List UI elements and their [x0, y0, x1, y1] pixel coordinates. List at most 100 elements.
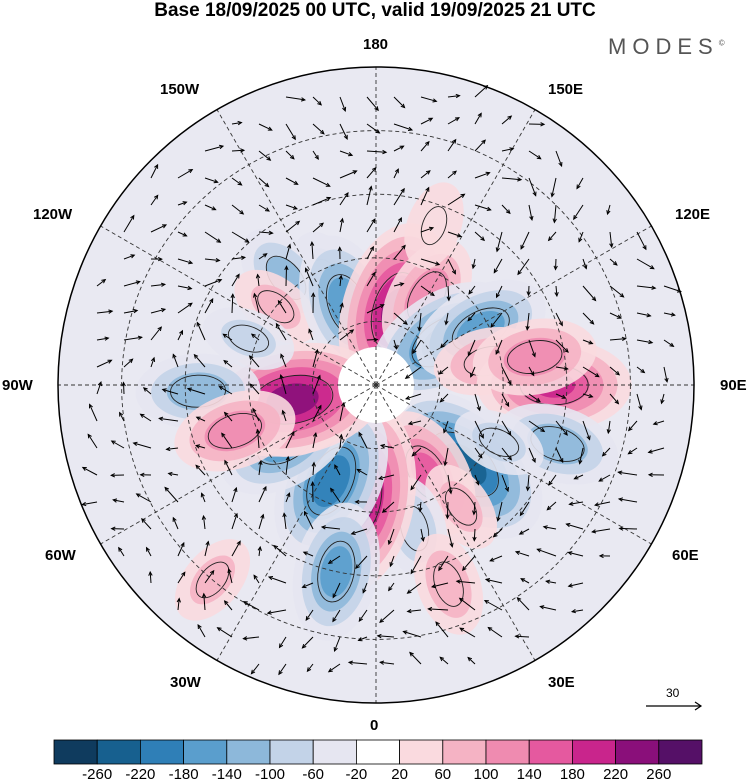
wind-arrow [366, 186, 372, 206]
wind-arrow [204, 298, 214, 314]
wind-arrow [438, 366, 449, 375]
wind-arrowhead [400, 187, 405, 193]
wind-arrow [569, 501, 584, 505]
wind-arrowhead [258, 459, 263, 466]
wind-arrowhead [182, 232, 188, 237]
wind-arrowhead [160, 282, 167, 287]
wind-arrowhead [547, 236, 553, 242]
colorbar-swatch [96, 739, 141, 765]
wind-arrowhead [201, 592, 207, 598]
wind-arrow [607, 204, 611, 215]
wind-vectors [81, 84, 682, 676]
wind-arrowhead [327, 668, 333, 673]
wind-arrow [467, 339, 476, 356]
wind-arrow [366, 339, 378, 341]
wind-arrow [305, 268, 314, 287]
anomaly-layer [135, 182, 632, 641]
wind-arrow [279, 636, 287, 648]
wind-arrow [440, 393, 449, 403]
wind-arrow [582, 258, 587, 269]
wind-arrowhead [223, 359, 229, 365]
wind-arrow [366, 96, 379, 111]
wind-arrow [258, 231, 273, 234]
wind-arrowhead [209, 297, 214, 304]
wind-arrowhead [107, 359, 113, 364]
wind-arrowhead [278, 670, 283, 676]
wind-arrow [484, 600, 503, 611]
wind-arrow [285, 244, 291, 260]
wind-arrowhead [530, 371, 535, 377]
wind-arrowhead [332, 593, 337, 599]
wind-arrow [243, 636, 260, 640]
wind-arrowhead [425, 140, 430, 146]
wind-arrowhead [493, 268, 498, 274]
wind-arrowhead [520, 578, 526, 583]
wind-arrowhead [439, 397, 445, 403]
wind-arrowhead [588, 340, 594, 345]
wind-arrowhead [362, 588, 367, 594]
wind-arrow [177, 231, 187, 237]
wind-arrowhead [301, 643, 307, 649]
wind-arrowhead [358, 617, 364, 623]
wind-arrow [204, 145, 224, 152]
wind-arrowhead [310, 481, 315, 487]
wind-arrow [474, 85, 488, 98]
wind-arrow [420, 170, 431, 179]
wind-arrowhead [236, 540, 241, 546]
wind-arrowhead [205, 540, 210, 546]
wind-arrow [123, 358, 133, 368]
wind-arrowhead [264, 182, 270, 188]
wind-arrow [555, 447, 564, 463]
anomaly-contour [433, 561, 464, 607]
wind-arrowhead [539, 605, 545, 610]
wind-arrowhead [317, 100, 323, 106]
wind-arrowhead [621, 336, 627, 342]
wind-arrow [537, 548, 557, 557]
wind-arrowhead [467, 316, 473, 322]
wind-arrowhead [514, 634, 520, 639]
wind-arrow [411, 447, 422, 457]
wind-arrowhead [670, 312, 676, 317]
wind-arrow [497, 501, 503, 521]
wind-arrowhead [237, 120, 243, 126]
wind-arrow [474, 204, 491, 211]
reference-vector-label: 30 [666, 686, 680, 700]
wind-arrow [231, 487, 237, 503]
wind-arrow [592, 528, 611, 533]
wind-arrowhead [150, 356, 156, 362]
wind-arrow [493, 258, 503, 273]
wind-arrow [285, 177, 298, 185]
wind-arrowhead [237, 181, 243, 186]
wind-arrowhead [598, 477, 604, 482]
wind-arrow [366, 272, 376, 287]
wind-arrow [528, 177, 537, 196]
wind-arrowhead [285, 455, 290, 461]
wind-arrowhead [446, 296, 451, 302]
wind-arrowhead [347, 660, 353, 665]
wind-arrow [582, 312, 594, 325]
wind-arrowhead [338, 274, 343, 280]
wind-arrow [146, 547, 152, 557]
colorbar-tick-label: 60 [434, 766, 452, 783]
wind-arrow [382, 501, 395, 513]
wind-arrow [648, 447, 665, 453]
wind-arrow [257, 274, 260, 287]
wind-arrowhead [591, 296, 597, 302]
wind-arrowhead [594, 502, 600, 507]
wind-arrowhead [319, 222, 324, 228]
wind-arrowhead [589, 319, 595, 325]
wind-arrowhead [638, 405, 643, 411]
wind-arrow [312, 433, 317, 449]
wind-arrow [204, 231, 221, 243]
wind-arrowhead [239, 210, 245, 215]
wind-arrow [468, 285, 476, 295]
wind-arrowhead [570, 608, 577, 614]
wind-arrowhead [478, 453, 483, 459]
wind-arrowhead [483, 599, 489, 604]
wind-arrowhead [578, 237, 583, 243]
wind-arrow [204, 541, 209, 557]
wind-arrowhead [406, 608, 412, 614]
wind-arrowhead [339, 217, 344, 223]
wind-arrowhead [290, 430, 295, 436]
